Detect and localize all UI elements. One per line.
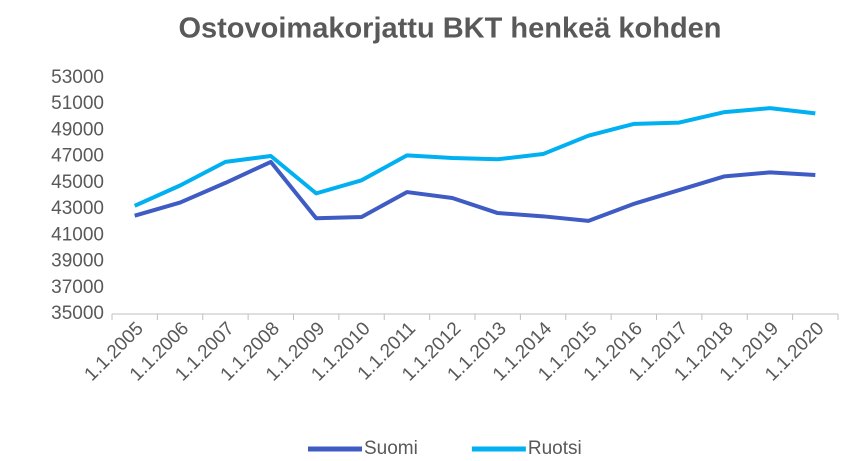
line-series [133,106,816,208]
y-tick-label: 37000 [51,277,104,298]
y-tick-label: 39000 [51,251,104,272]
legend-label: Suomi [364,438,418,459]
line-series [134,159,816,223]
legend-label: Ruotsi [528,438,582,459]
y-tick-label: 43000 [51,198,104,219]
y-tick-label: 35000 [51,303,104,324]
y-tick-label: 45000 [51,172,104,193]
y-tick-label: 49000 [51,119,104,140]
y-tick-label: 53000 [51,67,104,88]
y-tick-label: 41000 [51,224,104,245]
chart-title: Ostovoimakorjattu BKT henkeä kohden [178,13,721,45]
y-tick-label: 51000 [51,93,104,114]
y-tick-label: 47000 [51,146,104,167]
